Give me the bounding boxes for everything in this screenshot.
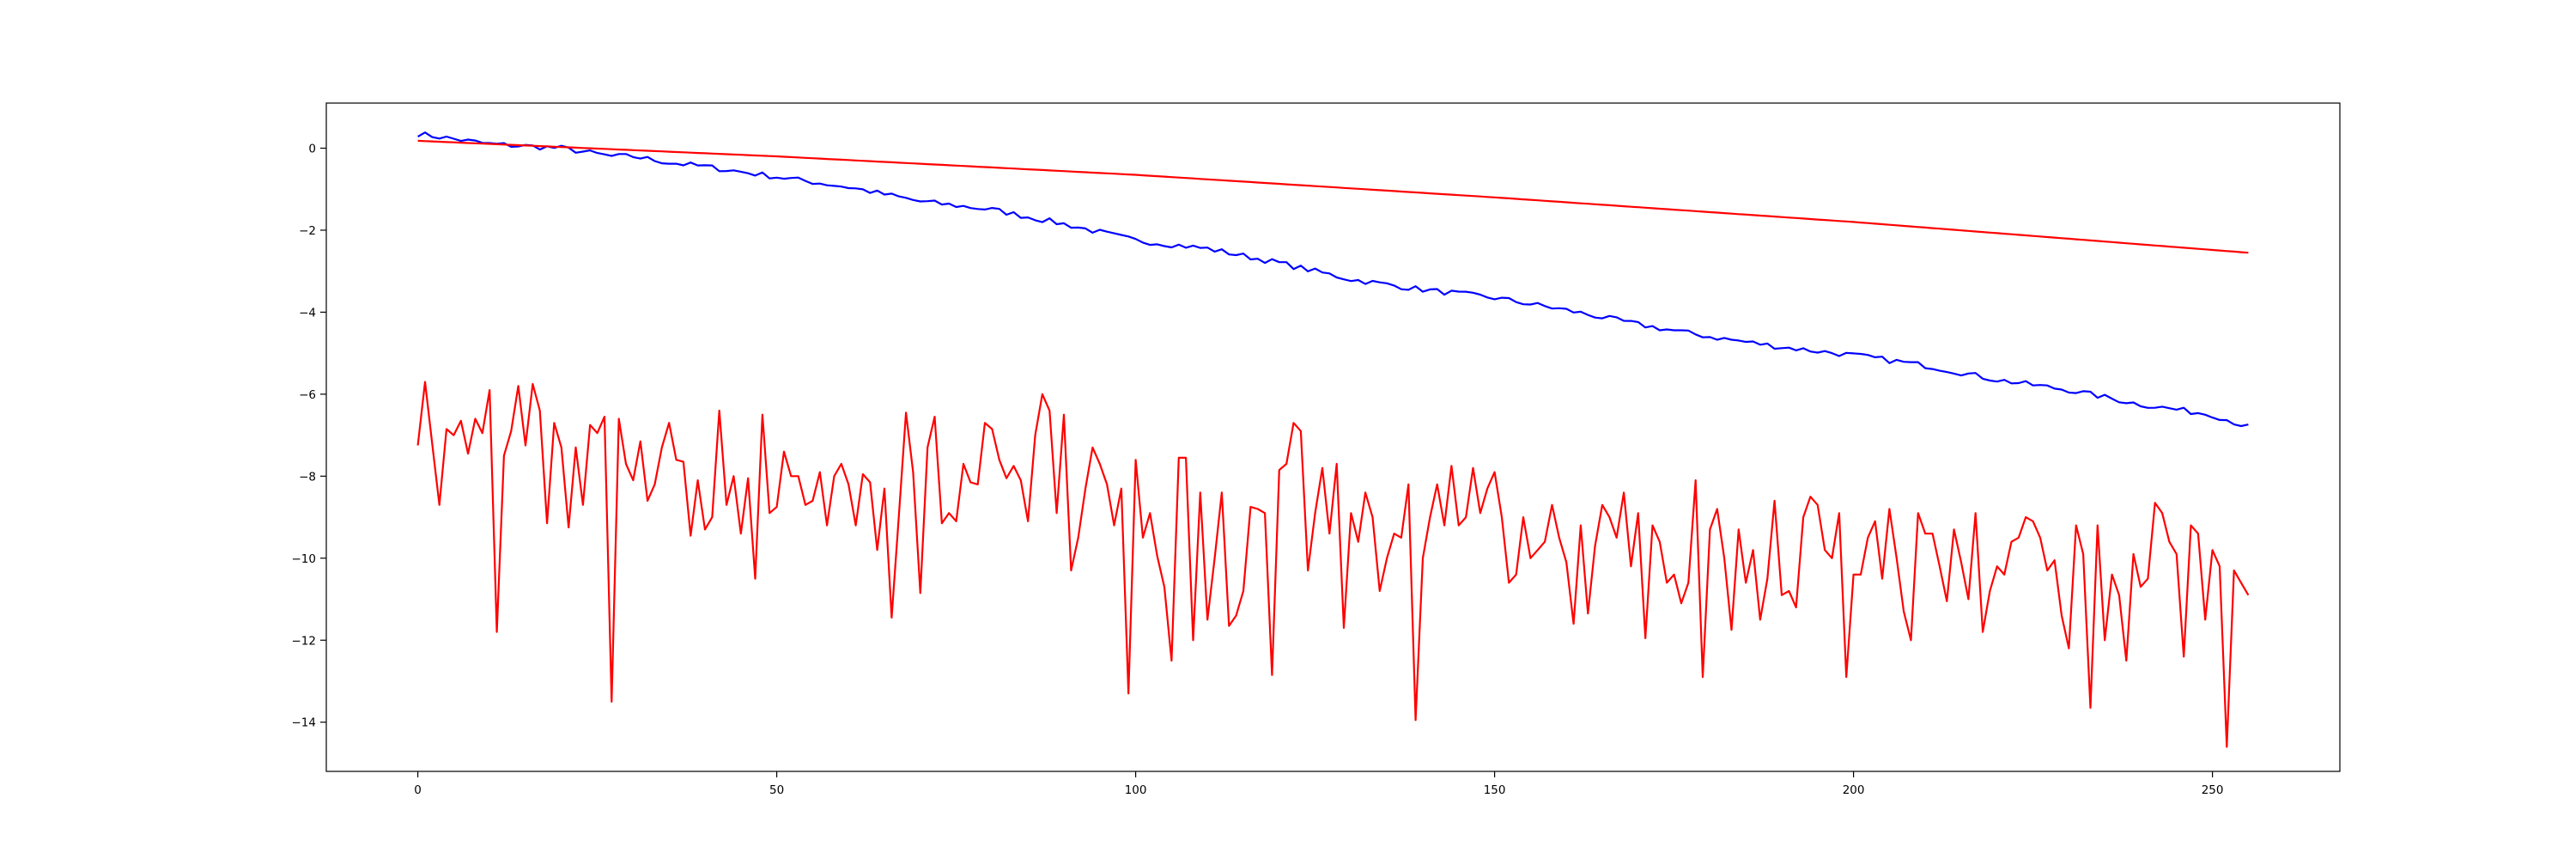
series-layer (416, 131, 2250, 748)
axes-frame (325, 102, 2341, 772)
y-tick-label: −10 (292, 552, 317, 566)
series-line-1 (417, 131, 2249, 428)
x-tick-label: 250 (2202, 783, 2224, 797)
x-tick-label: 50 (769, 783, 784, 797)
y-tick-label: −6 (299, 388, 316, 402)
y-tick-label: −8 (299, 470, 316, 484)
y-tick-label: −14 (292, 716, 317, 730)
series-line-2 (417, 139, 2249, 254)
y-tick-label: 0 (308, 143, 316, 156)
x-tick-label: 200 (1843, 783, 1865, 797)
series-line-3 (416, 381, 2250, 748)
y-tick-label: −2 (299, 224, 316, 238)
y-tick-label: −4 (299, 306, 316, 320)
plot-area: 0 50 100 150 200 250 0 −2 −4 −6 −8 −10 −12 −14 (292, 102, 2341, 797)
x-tick-label: 150 (1484, 783, 1506, 797)
y-tick-label: −12 (292, 634, 317, 648)
x-axis-ticks: 0 50 100 150 200 250 (414, 771, 2223, 797)
x-tick-label: 0 (414, 783, 422, 797)
y-axis-ticks: 0 −2 −4 −6 −8 −10 −12 −14 (292, 143, 326, 730)
x-tick-label: 100 (1125, 783, 1147, 797)
